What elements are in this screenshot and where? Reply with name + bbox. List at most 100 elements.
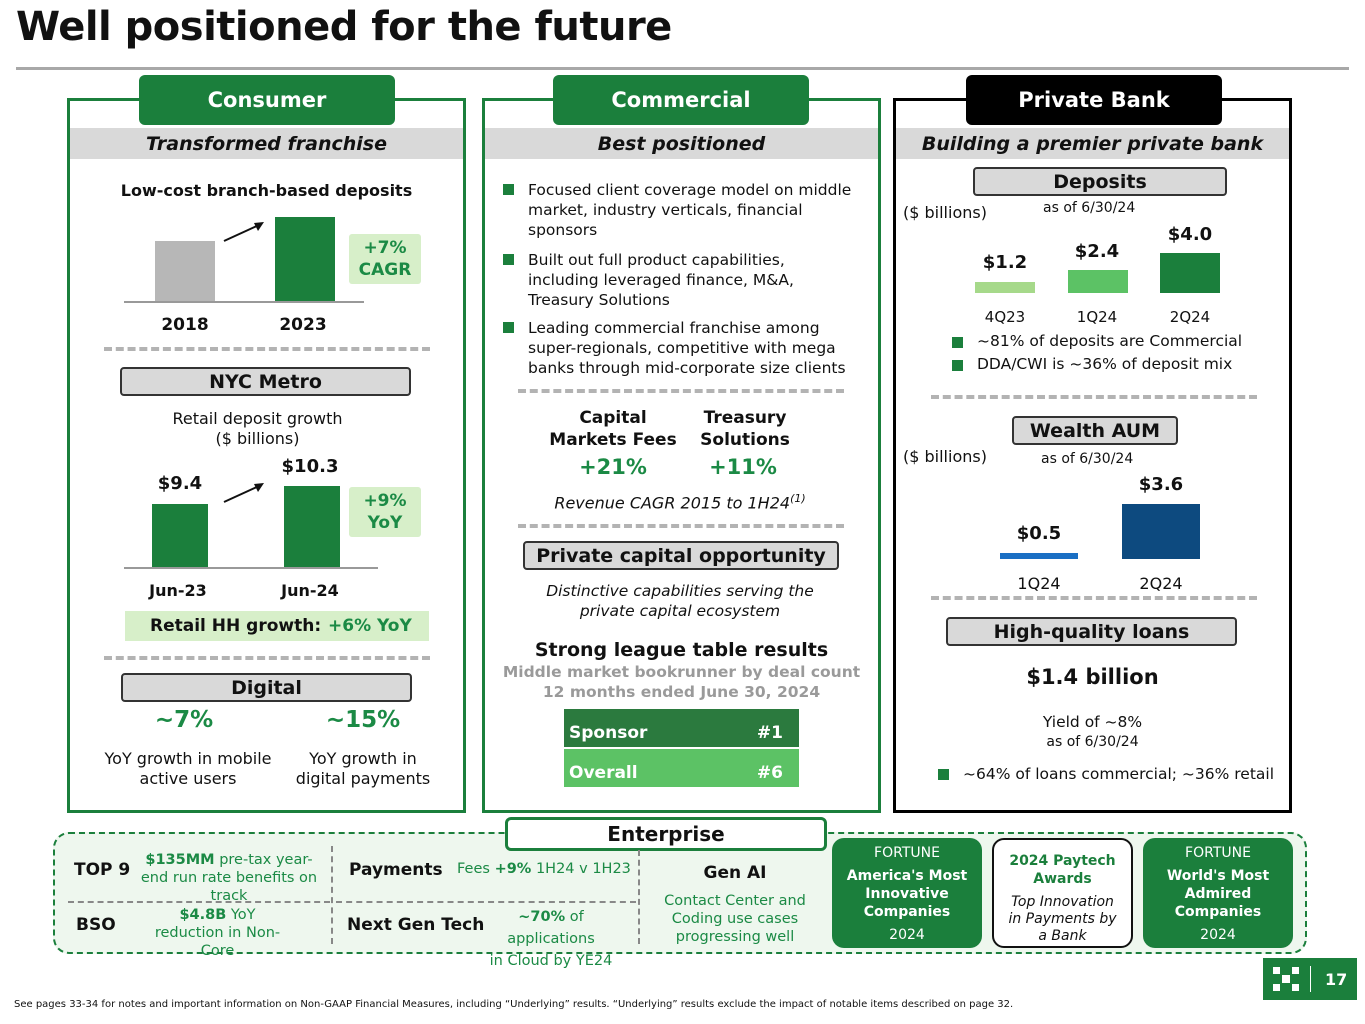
loans-yield: Yield of ~8% xyxy=(1042,713,1143,731)
deposits-cagr-badge: +7% CAGR xyxy=(349,234,421,284)
consumer-panel xyxy=(67,98,466,813)
wealth-aum-label: Wealth AUM xyxy=(1012,416,1178,445)
ngt-label: Next Gen Tech xyxy=(347,915,485,935)
enterprise-vdivider-1 xyxy=(331,846,333,944)
nyc-metro-label: NYC Metro xyxy=(120,367,411,396)
wealth-value-1q24: $0.5 xyxy=(1016,523,1062,544)
ngt-desc: ~70% of applications in Cloud by YE24 xyxy=(478,906,624,972)
award-fortune-admired: FORTUNE World's Most Admired Companies 2… xyxy=(1143,838,1293,948)
top9-value: $135MM xyxy=(145,852,215,868)
pb-deposit-bullet-1: ~81% of deposits are Commercial xyxy=(977,332,1243,350)
digital-stat-payments: ~15% xyxy=(325,707,401,733)
page-badge-divider xyxy=(1310,966,1311,992)
league-row-rank: #1 xyxy=(756,723,783,743)
bar-2018 xyxy=(155,241,215,302)
league-row-name: Sponsor xyxy=(569,723,648,743)
payments-text-a: Fees xyxy=(457,861,495,877)
retail-value-jun24: $10.3 xyxy=(281,456,339,477)
top9-label: TOP 9 xyxy=(74,860,131,880)
bso-value: $4.8B xyxy=(179,907,227,923)
private-capital-label: Private capital opportunity xyxy=(523,541,839,570)
payments-label: Payments xyxy=(349,860,443,880)
citizens-logo-icon xyxy=(1273,967,1299,991)
pb-deposit-value-2q24: $4.0 xyxy=(1167,224,1213,245)
bar-jun24 xyxy=(284,486,340,568)
wealth-units: ($ billions) xyxy=(903,447,987,466)
commercial-bullet-1: Focused client coverage model on middle … xyxy=(528,181,852,239)
pb-deposit-period-2q24: 2Q24 xyxy=(1169,308,1211,326)
league-row-name: Overall xyxy=(569,763,638,783)
deposits-asof: as of 6/30/24 xyxy=(1043,200,1136,216)
treasury-label: Treasury Solutions xyxy=(700,408,790,450)
title-divider xyxy=(16,67,1349,70)
award-source: FORTUNE xyxy=(1185,845,1251,861)
growth-arrow-icon xyxy=(223,483,264,503)
pb-deposit-period-4q23: 4Q23 xyxy=(984,308,1026,326)
retail-title: Retail deposit growth xyxy=(172,409,343,428)
genai-label: Gen AI xyxy=(703,863,767,883)
bar-jun23 xyxy=(152,504,208,568)
commercial-subhead: Best positioned xyxy=(485,128,878,159)
bullet-icon xyxy=(503,254,514,265)
wealth-value-2q24: $3.6 xyxy=(1138,474,1184,495)
ngt-text-b: in Cloud by YE24 xyxy=(489,953,613,969)
commercial-divider-1 xyxy=(518,389,844,393)
award-paytech: 2024 Paytech Awards Top Innovation in Pa… xyxy=(992,838,1133,948)
ngt-text-a: of applications xyxy=(507,909,595,947)
trend-arrow-icon xyxy=(223,222,264,242)
bullet-icon xyxy=(952,360,963,371)
digital-desc-mobile: YoY growth in mobile active users xyxy=(104,749,272,788)
bso-desc: $4.8B YoY reduction in Non-Core xyxy=(150,906,285,960)
revenue-cagr-text: Revenue CAGR 2015 to 1H24 xyxy=(554,493,791,513)
award-source: 2024 Paytech Awards xyxy=(1009,853,1116,887)
pb-deposit-bullet-2: DDA/CWI is ~36% of deposit mix xyxy=(977,355,1233,373)
league-row-rank: #6 xyxy=(756,763,783,783)
private-bank-subhead: Building a premier private bank xyxy=(896,128,1289,159)
bar-2q24 xyxy=(1160,253,1220,293)
commercial-bullet-3: Leading commercial franchise among super… xyxy=(528,319,846,377)
wealth-bar-1q24 xyxy=(1000,553,1078,559)
league-subtitle-1: Middle market bookrunner by deal count xyxy=(502,663,861,681)
private-capital-desc: Distinctive capabilities serving the pri… xyxy=(546,582,814,620)
pb-divider-2 xyxy=(931,596,1257,600)
loans-asof: as of 6/30/24 xyxy=(1046,734,1139,750)
retail-hh-growth: Retail HH growth: +6% YoY xyxy=(125,611,429,641)
pb-deposit-value-4q23: $1.2 xyxy=(982,252,1028,273)
bullet-icon xyxy=(503,184,514,195)
top9-text: pre-tax year-end run rate benefits on tr… xyxy=(140,852,318,904)
capital-markets-label: Capital Markets Fees xyxy=(549,408,677,450)
wealth-asof: as of 6/30/24 xyxy=(1041,451,1134,467)
award-title: Top Innovation in Payments by a Bank xyxy=(1008,894,1117,944)
bar-4q23 xyxy=(975,282,1035,293)
pb-deposit-value-1q24: $2.4 xyxy=(1074,241,1120,262)
award-year: 2024 xyxy=(889,927,925,943)
wealth-bar-2q24 xyxy=(1122,504,1200,559)
award-year: 2024 xyxy=(1200,927,1236,943)
commercial-bullet-2: Built out full product capabilities, inc… xyxy=(528,251,794,309)
bullet-icon xyxy=(952,337,963,348)
loans-bullet: ~64% of loans commercial; ~36% retail xyxy=(963,765,1275,783)
retail-period-jun23: Jun-23 xyxy=(149,581,207,600)
retail-units: ($ billions) xyxy=(215,429,300,448)
bullet-icon xyxy=(503,322,514,333)
league-subtitle-2: 12 months ended June 30, 2024 xyxy=(542,683,821,701)
commercial-header: Commercial xyxy=(553,75,809,125)
retail-period-jun24: Jun-24 xyxy=(281,581,339,600)
retail-yoy-badge: +9% YoY xyxy=(349,487,421,537)
loans-label: High-quality loans xyxy=(946,617,1237,646)
loans-value: $1.4 billion xyxy=(1026,665,1159,689)
retail-value-jun23: $9.4 xyxy=(157,473,203,494)
bso-label: BSO xyxy=(76,915,116,935)
bullet-icon xyxy=(938,769,949,780)
league-table-row: Overall #6 xyxy=(564,749,799,787)
deposits-units: ($ billions) xyxy=(903,203,987,222)
digital-desc-payments: YoY growth in digital payments xyxy=(295,749,431,788)
page-title: Well positioned for the future xyxy=(16,4,672,50)
wealth-period-2q24: 2Q24 xyxy=(1139,574,1183,593)
consumer-subhead: Transformed franchise xyxy=(70,128,463,159)
enterprise-hdivider-2 xyxy=(336,901,636,903)
bar-1q24 xyxy=(1068,270,1128,293)
digital-stat-mobile: ~7% xyxy=(154,707,214,733)
enterprise-header: Enterprise xyxy=(505,817,827,851)
genai-desc: Contact Center and Coding use cases prog… xyxy=(664,893,806,945)
